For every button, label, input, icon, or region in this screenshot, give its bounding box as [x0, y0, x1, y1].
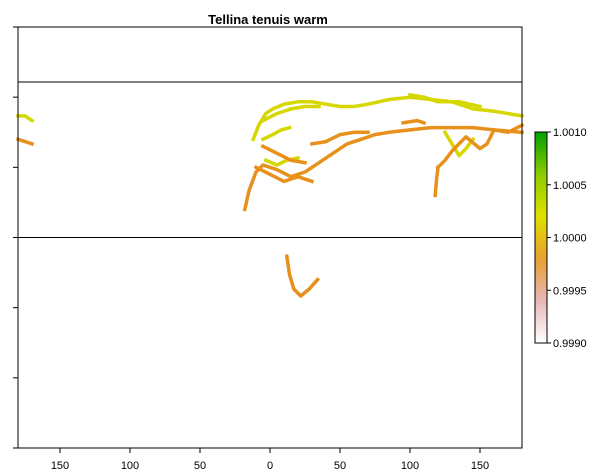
data-trace — [284, 254, 321, 298]
reference-lines — [18, 81, 522, 238]
data-trace — [400, 118, 427, 126]
data-trace — [407, 92, 483, 109]
data-trace — [242, 125, 524, 212]
data-trace — [435, 122, 525, 170]
x-tick-label: 50 — [194, 460, 206, 472]
legend-tick-label: 1.0010 — [553, 127, 587, 139]
x-tick-label: 50 — [334, 460, 346, 472]
data-trace — [260, 143, 308, 165]
legend-tick-label: 1.0005 — [553, 180, 587, 192]
x-tick-label: 100 — [401, 460, 419, 472]
data-trace — [260, 104, 321, 123]
x-tick-label: 0 — [267, 460, 273, 472]
legend-tick-label: 0.9990 — [553, 338, 587, 350]
x-tick-label: 150 — [471, 460, 489, 472]
data-trace — [253, 164, 315, 184]
legend-tick-label: 1.0000 — [553, 233, 587, 245]
chart-title: Tellina tenuis warm — [208, 12, 328, 27]
legend: 0.9990 0.9995 1.0000 1.0005 1.0010 — [534, 127, 587, 350]
data-trace — [16, 114, 35, 124]
x-tick-label: 150 — [51, 460, 69, 472]
x-tick-label: 100 — [121, 460, 139, 472]
legend-tick-label: 0.9995 — [553, 285, 587, 297]
axes: 150 100 50 0 50 100 150 — [13, 26, 489, 472]
data-trace — [260, 125, 292, 142]
data-trace — [442, 129, 476, 158]
legend-colorbar — [534, 131, 548, 344]
data-trace — [433, 165, 440, 198]
data-trace — [309, 130, 370, 146]
data-trace — [15, 137, 35, 147]
data-layer — [15, 92, 525, 298]
